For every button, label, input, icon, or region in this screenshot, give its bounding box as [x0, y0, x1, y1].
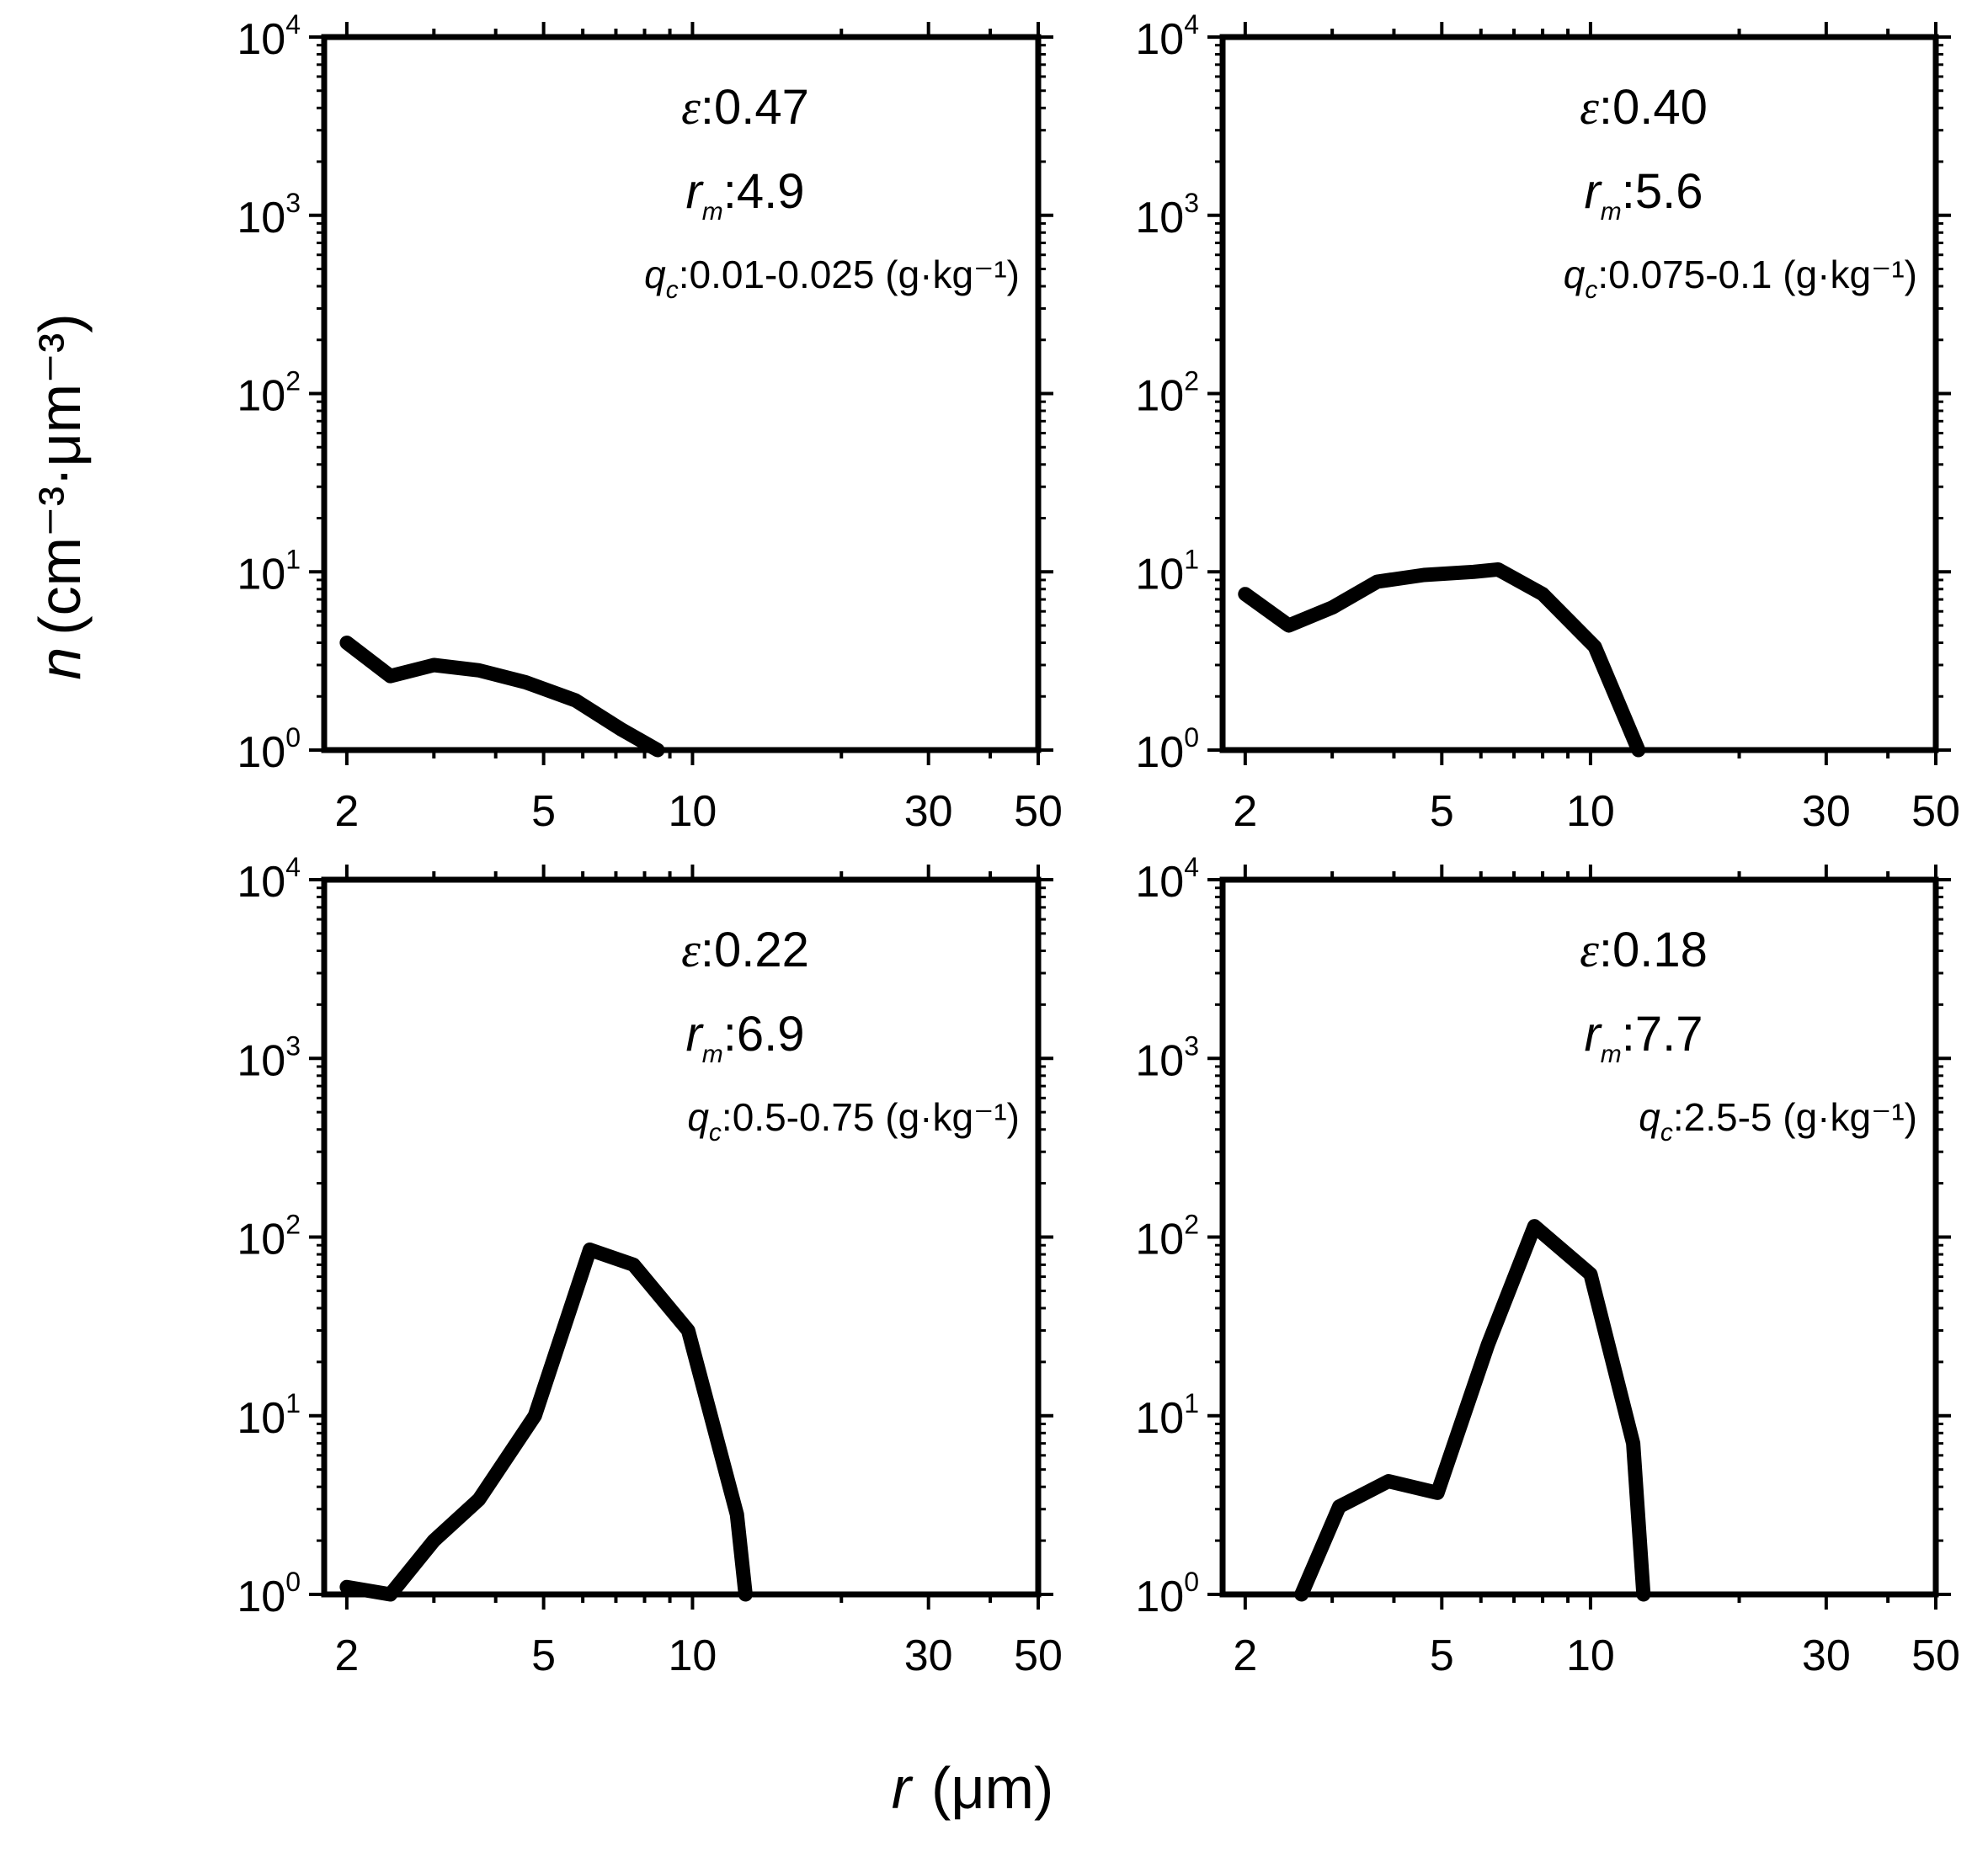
annotation-qc: qc:0.01-0.025 (g·kg⁻¹) — [644, 253, 1020, 304]
panel-top-right: 100 101 102 103 104 2 5 10 30 50 ε:0.40 rm:5.6 qc:0.… — [1135, 9, 1960, 836]
x-tick-label: 2 — [334, 1631, 359, 1680]
y-tick-label: 104 — [237, 9, 301, 64]
annotation-epsilon: ε:0.22 — [681, 923, 809, 977]
annotation-rm: rm:7.7 — [1584, 1007, 1703, 1068]
annotation-qc: qc:0.5-0.75 (g·kg⁻¹) — [687, 1095, 1020, 1147]
x-tick-label: 2 — [334, 787, 359, 836]
x-tick-label: 2 — [1233, 1631, 1257, 1680]
x-tick-label: 10 — [1566, 787, 1615, 836]
y-tick-label: 101 — [237, 1388, 301, 1443]
annotation-qc: qc:0.075-0.1 (g·kg⁻¹) — [1564, 253, 1917, 304]
y-tick-label: 102 — [237, 1210, 301, 1264]
annotation-epsilon: ε:0.47 — [681, 80, 809, 135]
x-tick-label: 50 — [1911, 787, 1960, 836]
annotation-rm: rm:6.9 — [685, 1007, 804, 1068]
y-tick-label: 101 — [1135, 1388, 1199, 1443]
y-tick-label: 104 — [237, 852, 301, 907]
y-axis-label: n (cm⁻³·μm⁻³) — [27, 313, 93, 679]
annotation-rm: rm:5.6 — [1584, 164, 1703, 226]
panel-bottom-right: 100 101 102 103 104 2 5 10 30 50 ε:0.18 rm:7.7 qc:2.… — [1135, 852, 1960, 1680]
x-tick-label: 10 — [669, 787, 717, 836]
y-tick-label: 101 — [237, 544, 301, 599]
x-tick-label: 5 — [1430, 787, 1454, 836]
annotation-epsilon: ε:0.18 — [1580, 923, 1708, 977]
y-tick-label: 104 — [1135, 852, 1199, 907]
x-tick-label: 10 — [669, 1631, 717, 1680]
y-tick-label: 103 — [1135, 188, 1199, 242]
y-tick-label: 100 — [237, 1567, 301, 1621]
y-tick-label: 104 — [1135, 9, 1199, 64]
x-tick-label: 2 — [1233, 787, 1257, 836]
panel-top-left: 100 101 102 103 104 2 5 10 30 50 ε:0.47 rm:4.9 qc:0.… — [237, 9, 1063, 836]
y-tick-label: 100 — [1135, 722, 1199, 777]
series-line — [339, 1243, 753, 1602]
plot-frame — [1219, 876, 1939, 1598]
plot-frame — [321, 876, 1042, 1598]
y-tick-label: 101 — [1135, 544, 1199, 599]
x-axis-units: (μm) — [931, 1755, 1053, 1821]
annotation-epsilon: ε:0.40 — [1580, 80, 1708, 135]
x-tick-label: 30 — [904, 787, 953, 836]
plot-frame — [1219, 34, 1939, 753]
x-axis-variable: r — [892, 1755, 914, 1821]
annotation-rm: rm:4.9 — [685, 164, 804, 226]
x-tick-label: 5 — [531, 1631, 556, 1680]
x-tick-label: 5 — [531, 787, 556, 836]
y-tick-label: 100 — [1135, 1567, 1199, 1621]
x-tick-label: 30 — [1802, 787, 1851, 836]
y-tick-label: 103 — [1135, 1030, 1199, 1085]
y-tick-label: 102 — [1135, 366, 1199, 421]
x-tick-label: 30 — [904, 1631, 953, 1680]
y-axis-units: (cm⁻³·μm⁻³) — [27, 313, 93, 635]
x-axis-label: r (μm) — [892, 1755, 1054, 1821]
x-tick-label: 30 — [1802, 1631, 1851, 1680]
x-tick-label: 5 — [1430, 1631, 1454, 1680]
series-line — [1238, 562, 1646, 758]
x-tick-label: 10 — [1566, 1631, 1615, 1680]
y-tick-label: 100 — [237, 722, 301, 777]
y-tick-label: 103 — [237, 1030, 301, 1085]
y-tick-label: 102 — [1135, 1210, 1199, 1264]
series-line — [339, 636, 665, 758]
annotation-qc: qc:2.5-5 (g·kg⁻¹) — [1639, 1095, 1917, 1147]
panel-bottom-left: 100 101 102 103 104 2 5 10 30 50 ε:0.22 rm:6.9 qc:0.… — [237, 852, 1063, 1680]
y-axis-variable: n — [27, 647, 93, 680]
y-tick-label: 102 — [237, 366, 301, 421]
plot-frame — [321, 34, 1042, 753]
x-tick-label: 50 — [1014, 787, 1063, 836]
y-tick-label: 103 — [237, 188, 301, 242]
x-tick-label: 50 — [1911, 1631, 1960, 1680]
series-line — [1294, 1219, 1651, 1602]
x-tick-label: 50 — [1014, 1631, 1063, 1680]
